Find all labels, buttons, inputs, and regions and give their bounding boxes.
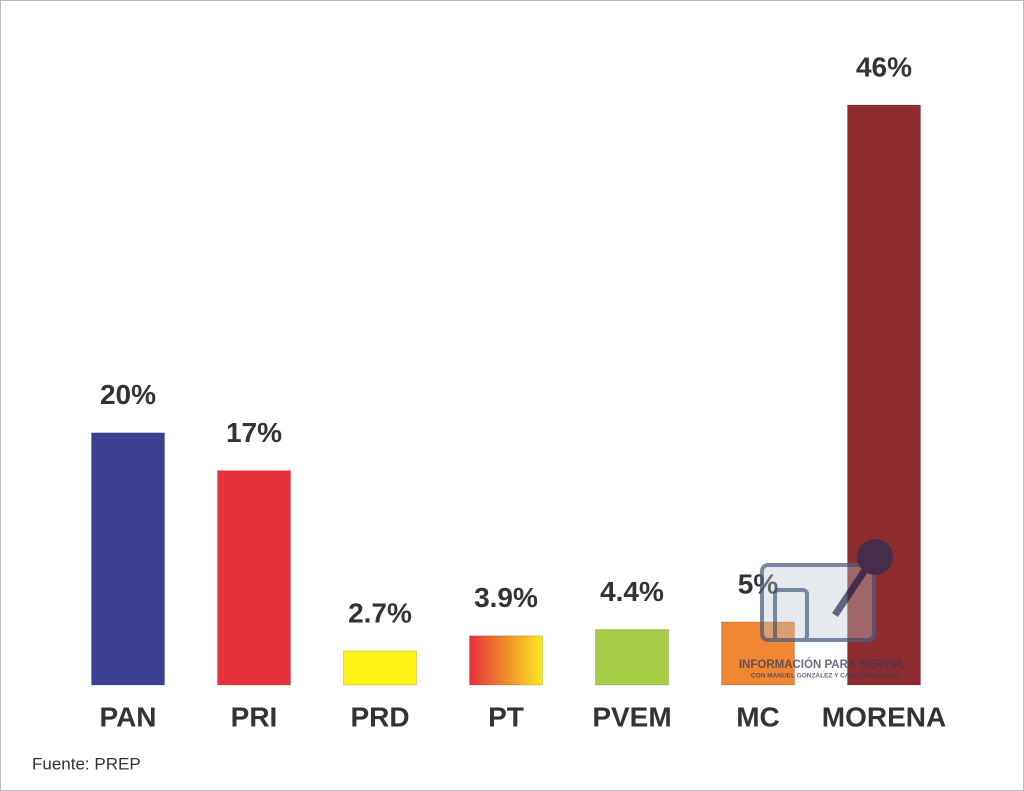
watermark-mic-handle bbox=[832, 568, 868, 617]
x-tick-label: MC bbox=[736, 701, 780, 732]
watermark-monitor bbox=[760, 563, 876, 642]
x-tick-label: PVEM bbox=[592, 701, 671, 732]
watermark-subtitle: CON MANUEL GONZÁLEZ Y CANDY PANIAGUA bbox=[751, 671, 899, 680]
watermark: INFORMACIÓN PARA SERVIR...CON MANUEL GON… bbox=[739, 539, 911, 680]
value-label: 4.4% bbox=[600, 576, 664, 607]
value-label: 5% bbox=[738, 568, 779, 599]
value-label: 2.7% bbox=[348, 597, 412, 628]
bar bbox=[721, 621, 795, 686]
value-label: 3.9% bbox=[474, 582, 538, 613]
value-label: 20% bbox=[100, 379, 156, 410]
value-label: 17% bbox=[226, 417, 282, 448]
bar bbox=[847, 104, 921, 686]
source: Fuente: PREP bbox=[32, 754, 141, 773]
bar bbox=[343, 650, 417, 686]
x-tick-label: PRI bbox=[231, 701, 278, 732]
watermark-mic bbox=[857, 539, 893, 575]
bar bbox=[469, 635, 543, 686]
bar bbox=[91, 432, 165, 686]
bar bbox=[217, 470, 291, 686]
x-tick-label: PAN bbox=[99, 701, 156, 732]
value-label: 46% bbox=[856, 51, 912, 82]
x-tick-label: PT bbox=[488, 701, 524, 732]
watermark-phone bbox=[773, 588, 809, 642]
x-tick-label: PRD bbox=[350, 701, 409, 732]
watermark-title: INFORMACIÓN PARA SERVIR... bbox=[739, 658, 911, 671]
bar bbox=[595, 629, 669, 686]
x-tick-label: MORENA bbox=[822, 701, 946, 732]
